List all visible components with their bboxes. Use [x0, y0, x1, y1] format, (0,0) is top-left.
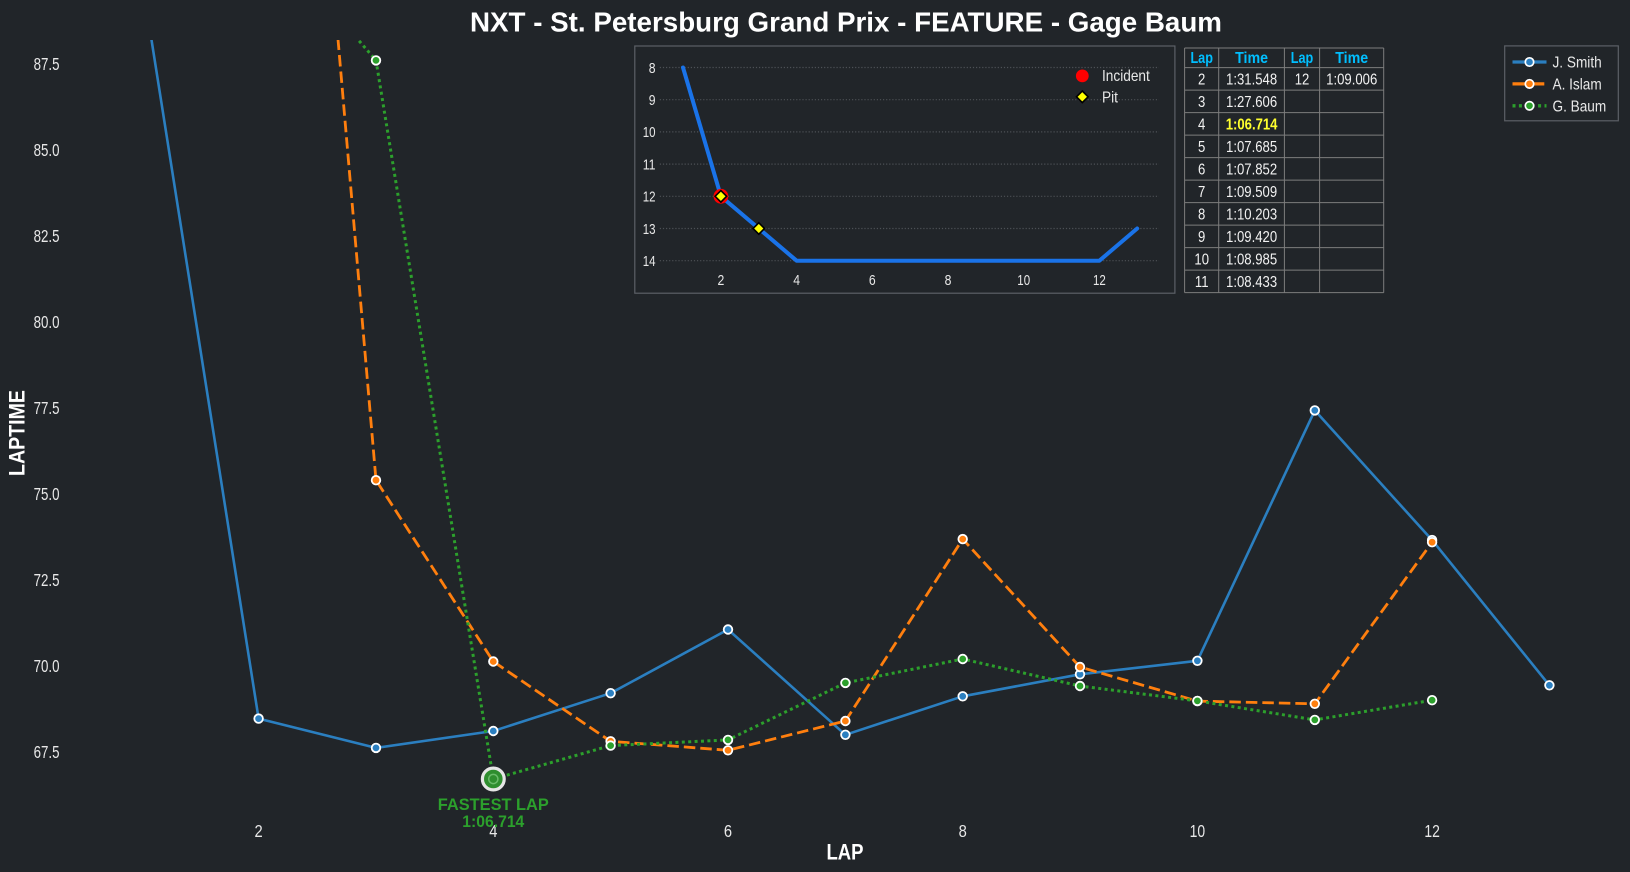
svg-text:LAPTIME: LAPTIME — [5, 390, 30, 476]
svg-text:1:27.606: 1:27.606 — [1226, 94, 1277, 111]
svg-text:8: 8 — [945, 272, 952, 289]
svg-text:1:09.006: 1:09.006 — [1326, 72, 1377, 89]
svg-text:G. Baum: G. Baum — [1553, 98, 1607, 115]
svg-text:FASTEST LAP: FASTEST LAP — [438, 796, 549, 814]
svg-text:12: 12 — [1093, 272, 1106, 289]
svg-text:12: 12 — [1295, 72, 1310, 89]
svg-text:1:07.852: 1:07.852 — [1226, 162, 1277, 179]
svg-text:10: 10 — [1190, 821, 1206, 841]
svg-text:12: 12 — [643, 189, 656, 206]
svg-text:Time: Time — [1335, 50, 1368, 67]
svg-text:7: 7 — [1198, 184, 1205, 201]
svg-text:1:10.203: 1:10.203 — [1226, 207, 1277, 224]
svg-text:2: 2 — [255, 821, 263, 841]
svg-text:1:09.420: 1:09.420 — [1226, 229, 1277, 246]
svg-text:82.5: 82.5 — [34, 226, 60, 246]
svg-text:87.5: 87.5 — [34, 54, 60, 74]
svg-text:1:06.714: 1:06.714 — [1226, 117, 1278, 134]
svg-text:77.5: 77.5 — [34, 398, 60, 418]
svg-text:10: 10 — [1194, 252, 1209, 269]
svg-text:9: 9 — [1198, 229, 1205, 246]
svg-text:85.0: 85.0 — [34, 140, 60, 160]
svg-text:4: 4 — [1198, 117, 1205, 134]
svg-text:2: 2 — [718, 272, 725, 289]
svg-text:1:31.548: 1:31.548 — [1226, 72, 1277, 89]
svg-text:70.0: 70.0 — [34, 656, 60, 676]
svg-text:LAP: LAP — [827, 840, 864, 865]
svg-text:11: 11 — [1195, 274, 1209, 291]
svg-text:80.0: 80.0 — [34, 312, 60, 332]
svg-text:75.0: 75.0 — [34, 484, 60, 504]
svg-text:11: 11 — [643, 156, 656, 173]
svg-text:4: 4 — [793, 272, 800, 289]
svg-text:2: 2 — [1198, 72, 1205, 89]
svg-text:A. Islam: A. Islam — [1553, 77, 1602, 94]
svg-text:Pit: Pit — [1102, 90, 1118, 107]
svg-text:5: 5 — [1198, 139, 1205, 156]
svg-text:3: 3 — [1198, 94, 1205, 111]
svg-text:6: 6 — [724, 821, 732, 841]
svg-text:1:08.433: 1:08.433 — [1226, 274, 1277, 291]
svg-text:8: 8 — [1198, 207, 1205, 224]
svg-text:9: 9 — [649, 92, 656, 109]
svg-text:72.5: 72.5 — [34, 570, 60, 590]
svg-text:13: 13 — [643, 221, 656, 238]
svg-text:Incident: Incident — [1102, 68, 1150, 85]
svg-text:4: 4 — [489, 821, 497, 841]
svg-text:12: 12 — [1424, 821, 1440, 841]
svg-text:J. Smith: J. Smith — [1553, 55, 1602, 72]
svg-text:1:07.685: 1:07.685 — [1226, 139, 1277, 156]
svg-text:Lap: Lap — [1291, 50, 1314, 67]
svg-text:1:06.714: 1:06.714 — [462, 813, 524, 831]
svg-text:NXT - St. Petersburg Grand Pri: NXT - St. Petersburg Grand Prix - FEATUR… — [470, 7, 1222, 38]
svg-text:6: 6 — [869, 272, 876, 289]
svg-text:1:09.509: 1:09.509 — [1226, 184, 1277, 201]
svg-text:8: 8 — [649, 60, 656, 77]
svg-text:10: 10 — [643, 124, 656, 141]
svg-text:Lap: Lap — [1190, 50, 1213, 67]
svg-text:14: 14 — [643, 253, 656, 270]
svg-text:8: 8 — [959, 821, 967, 841]
svg-text:Time: Time — [1235, 50, 1268, 67]
svg-text:10: 10 — [1017, 272, 1030, 289]
svg-text:67.5: 67.5 — [34, 742, 60, 762]
svg-text:6: 6 — [1198, 162, 1205, 179]
svg-text:1:08.985: 1:08.985 — [1226, 252, 1277, 269]
